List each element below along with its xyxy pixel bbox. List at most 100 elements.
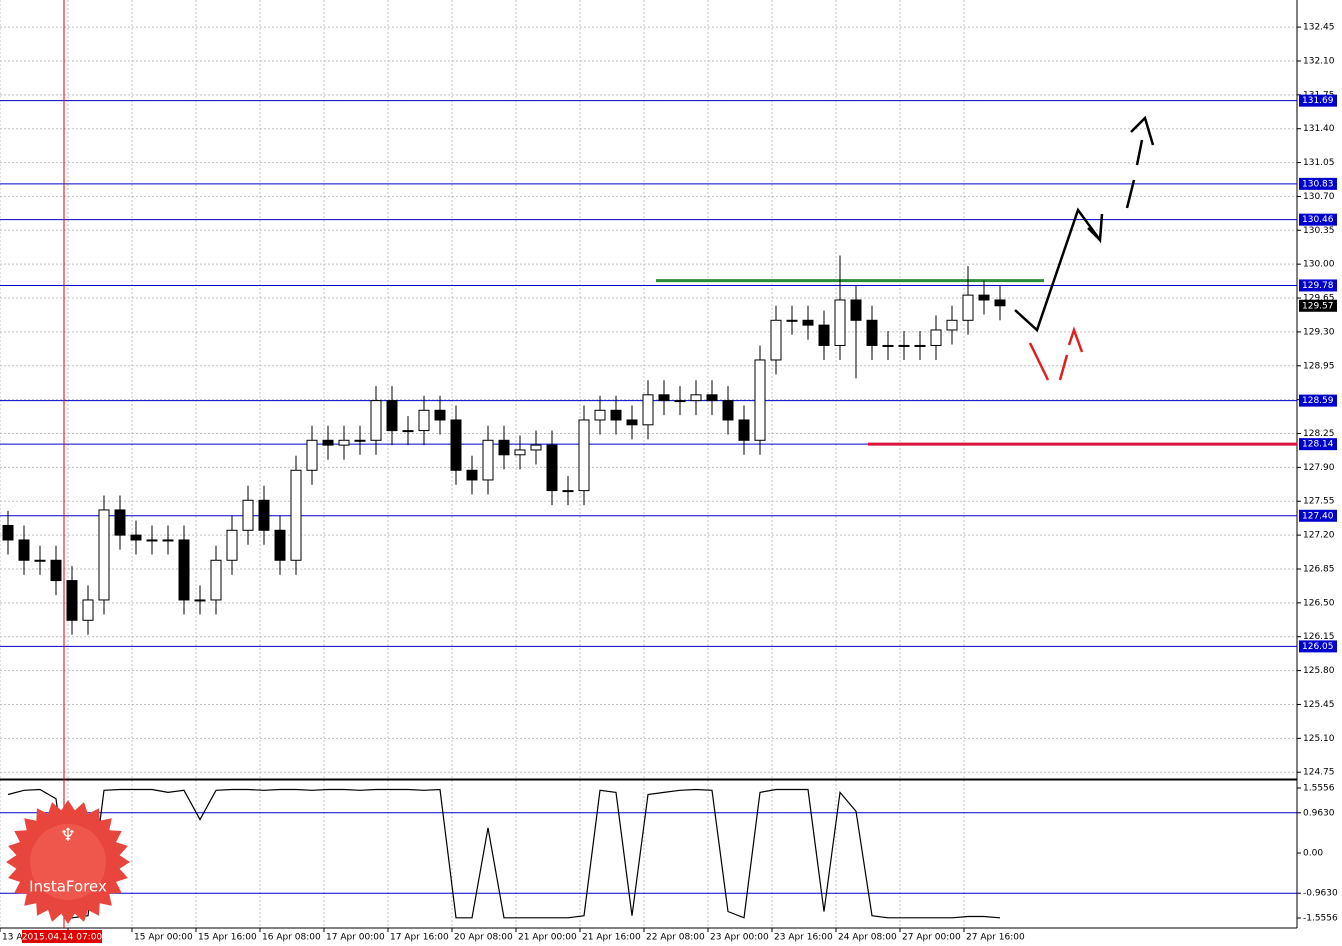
y-tick-label: 1.5556	[1303, 783, 1335, 793]
candle-body	[66, 580, 78, 621]
black-dash	[1125, 179, 1136, 209]
x-tick-label: 24 Apr 08:00	[838, 933, 897, 943]
y-tick-label: 127.55	[1303, 497, 1335, 507]
x-tick-label: 17 Apr 16:00	[390, 933, 449, 943]
black-arrow-head	[1087, 227, 1101, 241]
candle-body	[370, 400, 382, 441]
x-tick-label: 15 Apr 16:00	[198, 933, 257, 943]
candle-body	[338, 439, 350, 446]
y-tick-label: 125.10	[1303, 734, 1335, 744]
candle-body	[402, 430, 414, 433]
logo-text: InstaForex	[29, 878, 107, 896]
black-dash	[1135, 139, 1144, 166]
x-tick-label: 22 Apr 08:00	[646, 933, 705, 943]
crosshair-label-box	[22, 930, 102, 943]
candle-body	[674, 400, 686, 403]
candle-body	[194, 599, 206, 602]
black-arrow-head	[1130, 115, 1155, 146]
candle-body	[2, 524, 14, 541]
candle-body	[466, 469, 478, 481]
candle-body	[930, 329, 942, 346]
level-label: 126.05	[1302, 642, 1334, 652]
y-tick-label: 132.10	[1303, 56, 1335, 66]
candle-body	[98, 509, 110, 601]
candle-body	[114, 509, 126, 536]
candle-body	[386, 400, 398, 432]
red-dash	[1058, 354, 1069, 381]
candle-body	[882, 344, 894, 347]
x-tick-label: 16 Apr 08:00	[262, 933, 321, 943]
y-tick-label: 132.45	[1303, 23, 1335, 33]
y-tick-label: 131.40	[1303, 124, 1335, 134]
candle-body	[898, 344, 910, 347]
logo: ♆ InstaForex	[6, 800, 130, 924]
candle-body	[226, 529, 238, 561]
x-tick-label: 23 Apr 00:00	[710, 933, 769, 943]
level-label-box	[1299, 213, 1337, 226]
y-tick-label: 129.65	[1303, 294, 1335, 304]
x-tick-label: 13 A	[2, 933, 23, 943]
candle-body	[706, 394, 718, 402]
current-price-label: 129.57	[1302, 301, 1334, 311]
level-label-box	[1299, 509, 1337, 522]
candle-body	[610, 409, 622, 421]
y-tick-label: 131.05	[1303, 158, 1335, 168]
candle-body	[482, 439, 494, 481]
level-label: 130.46	[1302, 215, 1334, 225]
level-label-box	[1299, 94, 1337, 107]
level-label: 129.78	[1302, 281, 1334, 291]
candle-body	[594, 409, 606, 421]
candle-body	[434, 409, 446, 421]
level-label: 127.40	[1302, 511, 1334, 521]
candle-body	[18, 539, 30, 561]
candle-body	[962, 294, 974, 321]
candle-body	[642, 394, 654, 426]
y-tick-label: 128.25	[1303, 429, 1335, 439]
crosshair-label: 2015.04.14 07:00	[22, 933, 103, 943]
indicator-line	[7, 788, 1001, 919]
candle-body	[162, 539, 174, 542]
candle-body	[354, 439, 366, 442]
y-tick-label: 129.30	[1303, 327, 1335, 337]
y-tick-label: 127.90	[1303, 463, 1335, 473]
current-price-box	[1299, 299, 1337, 312]
x-tick-label: 27 Apr 16:00	[966, 933, 1025, 943]
candle-body	[914, 344, 926, 347]
y-tick-label: 126.50	[1303, 598, 1335, 608]
y-tick-label: 0.9630	[1303, 808, 1335, 818]
x-tick-label: 15 Apr 00:00	[134, 933, 193, 943]
y-tick-label: -1.5556	[1303, 913, 1338, 923]
y-tick-label: 124.75	[1303, 768, 1335, 778]
candle-body	[690, 394, 702, 402]
black-arrow	[1014, 207, 1104, 333]
level-label: 128.14	[1302, 440, 1334, 450]
x-tick-label: 23 Apr 16:00	[774, 933, 833, 943]
candle-body	[290, 469, 302, 561]
logo-circle	[30, 824, 106, 900]
candle-body	[82, 599, 94, 621]
candle-body	[770, 319, 782, 361]
candle-body	[722, 400, 734, 421]
candle-body	[578, 419, 590, 492]
candle-body	[210, 559, 222, 601]
candle-body	[530, 444, 542, 451]
x-tick-label: 21 Apr 00:00	[518, 933, 577, 943]
level-label: 130.83	[1302, 179, 1334, 189]
level-label-box	[1299, 279, 1337, 292]
level-label: 131.69	[1302, 96, 1334, 106]
candle-body	[130, 534, 142, 541]
y-tick-label: 126.15	[1303, 632, 1335, 642]
candle-body	[242, 499, 254, 531]
candle-body	[738, 419, 750, 441]
y-tick-label: 125.80	[1303, 666, 1335, 676]
candle-body	[258, 499, 270, 531]
candle-body	[562, 490, 574, 493]
candle-body	[754, 359, 766, 441]
y-tick-label: 130.00	[1303, 260, 1335, 270]
candle-body	[946, 319, 958, 331]
y-tick-label: 125.45	[1303, 700, 1335, 710]
candle-body	[786, 319, 798, 322]
y-tick-label: -0.9630	[1303, 889, 1338, 899]
x-tick-label: 17 Apr 00:00	[326, 933, 385, 943]
